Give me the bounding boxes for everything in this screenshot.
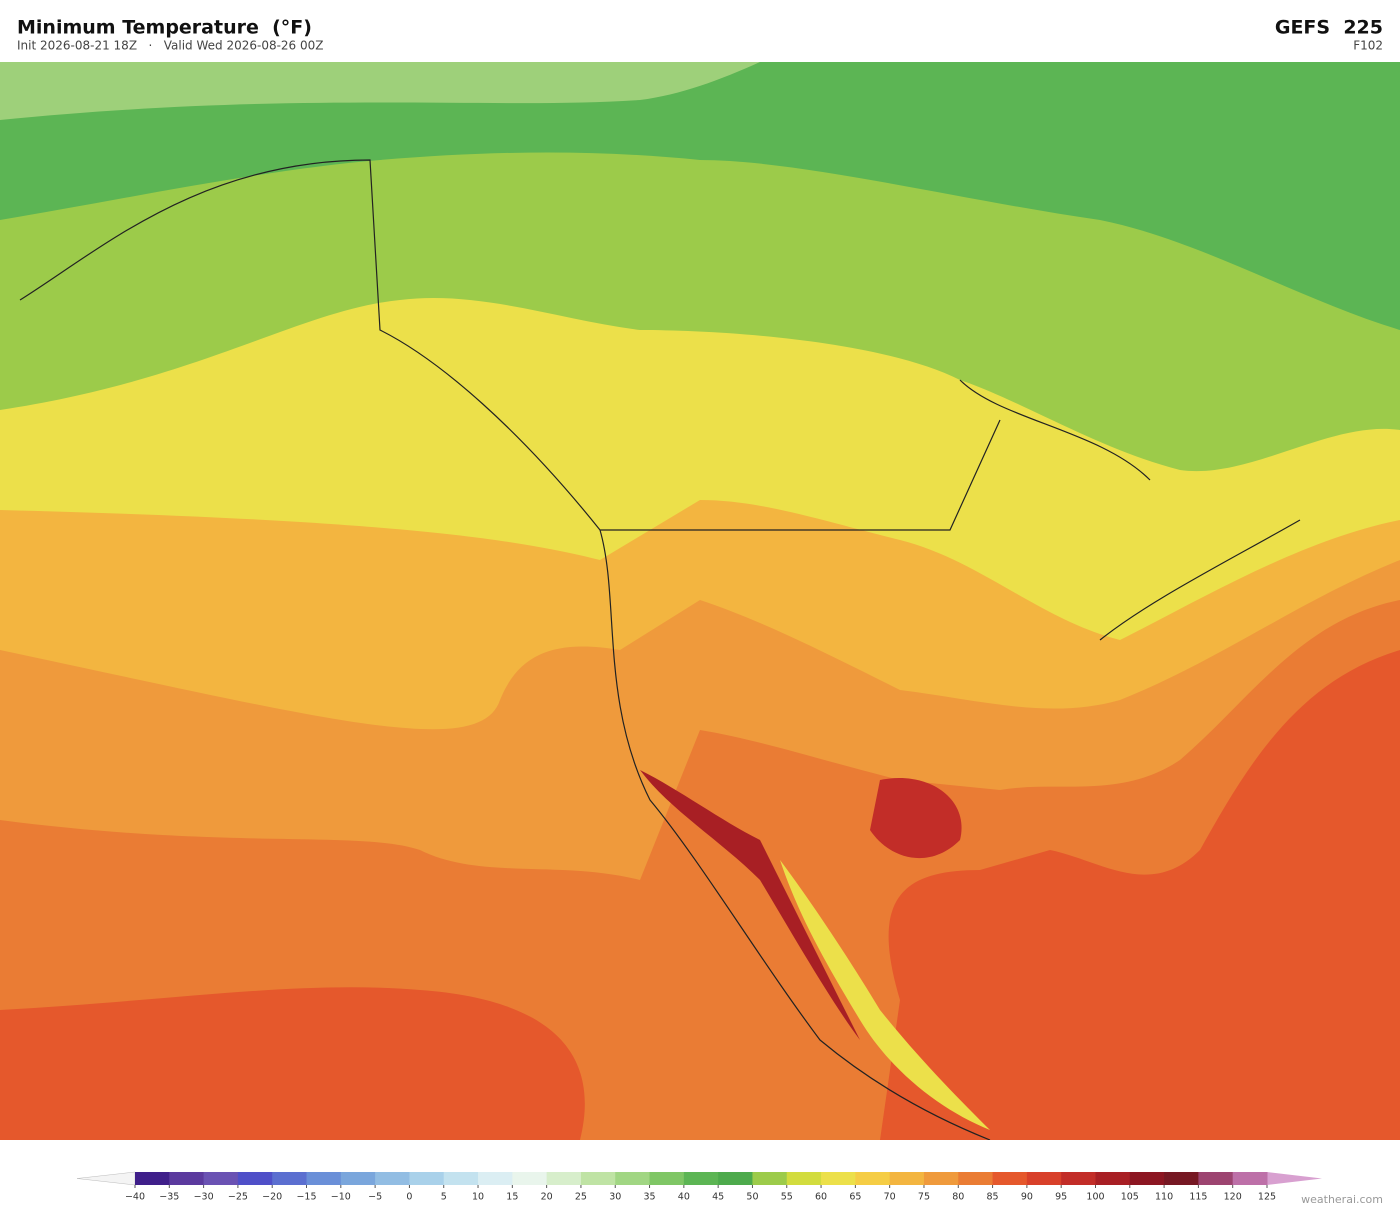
colorbar-bin — [752, 1172, 788, 1185]
colorbar-bin — [409, 1172, 445, 1185]
temperature-map — [0, 62, 1400, 1140]
colorbar-bin — [1129, 1172, 1165, 1185]
colorbar-bin — [1061, 1172, 1096, 1185]
colorbar-tick-label: 70 — [884, 1192, 896, 1203]
colorbar-bin — [889, 1172, 925, 1185]
colorbar-bin — [512, 1172, 548, 1185]
colorbar-bin — [1232, 1172, 1268, 1185]
subtitle: Init 2026-08-21 18Z · Valid Wed 2026-08-… — [17, 39, 324, 53]
colorbar-tick-label: −10 — [331, 1192, 351, 1203]
hot-region — [870, 778, 962, 859]
colorbar-bin — [786, 1172, 822, 1185]
colorbar-bin — [443, 1172, 479, 1185]
colorbar-bin — [203, 1172, 239, 1185]
colorbar-tick-label: −25 — [228, 1192, 248, 1203]
colorbar-tick-label: 25 — [575, 1192, 587, 1203]
colorbar-bin — [546, 1172, 582, 1185]
colorbar-bin — [375, 1172, 410, 1185]
colorbar-tick-label: 10 — [472, 1192, 484, 1203]
field-band — [0, 62, 760, 120]
colorbar-bin — [615, 1172, 651, 1185]
colorbar-tick-label: 105 — [1121, 1192, 1139, 1203]
colorbar-tick-label: 60 — [815, 1192, 827, 1203]
colorbar-tick-label: 95 — [1055, 1192, 1067, 1203]
colorbar-bin — [683, 1172, 719, 1185]
colorbar-bin — [923, 1172, 959, 1185]
colorbar-tick-label: −40 — [125, 1192, 145, 1203]
colorbar-bin — [992, 1172, 1028, 1185]
credit: weatherai.com — [1301, 1193, 1383, 1206]
colorbar-bin — [855, 1172, 891, 1185]
colorbar-bin — [649, 1172, 685, 1185]
colorbar-bin — [1026, 1172, 1062, 1185]
colorbar-bin — [1198, 1172, 1234, 1185]
colorbar-tick-label: −20 — [262, 1192, 282, 1203]
colorbar-bin — [169, 1172, 205, 1185]
colorbar-tick-label: 100 — [1086, 1192, 1104, 1203]
colorbar-extend-low — [76, 1171, 136, 1186]
colorbar-tick-label: 125 — [1258, 1192, 1276, 1203]
colorbar-tick-label: 90 — [1021, 1192, 1033, 1203]
colorbar-tick-label: −30 — [194, 1192, 214, 1203]
colorbar-tick-label: 15 — [506, 1192, 518, 1203]
colorbar: −40 −35 −30 −25 −20 −15 −10 −5 0 5 10 15 20 25 30 35 40 4… — [76, 1171, 1322, 1203]
colorbar-tick-label: 5 — [441, 1192, 447, 1203]
colorbar-bin — [1095, 1172, 1131, 1185]
colorbar-bin — [1164, 1172, 1199, 1185]
colorbar-tick-label: 65 — [849, 1192, 861, 1203]
model-label: GEFS 225 — [1275, 17, 1383, 39]
colorbar-tick-label: 0 — [406, 1192, 412, 1203]
colorbar-bin — [272, 1172, 308, 1185]
colorbar-bin — [580, 1172, 616, 1185]
colorbar-tick-label: 110 — [1155, 1192, 1173, 1203]
colorbar-bin — [135, 1172, 170, 1185]
forecast-hour: F102 — [1353, 39, 1383, 53]
colorbar-bin — [478, 1172, 513, 1185]
colorbar-tick-label: 50 — [746, 1192, 758, 1203]
colorbar-bin — [340, 1172, 376, 1185]
colorbar-tick-label: 20 — [541, 1192, 553, 1203]
colorbar-tick-label: 85 — [987, 1192, 999, 1203]
colorbar-tick-label: −15 — [296, 1192, 316, 1203]
colorbar-bin — [306, 1172, 342, 1185]
title: Minimum Temperature (°F) — [17, 17, 312, 39]
colorbar-tick-label: 115 — [1189, 1192, 1207, 1203]
colorbar-tick-label: 75 — [918, 1192, 930, 1203]
field-band — [0, 62, 1400, 330]
colorbar-tick-label: 80 — [952, 1192, 964, 1203]
colorbar-tick-label: −35 — [159, 1192, 179, 1203]
colorbar-tick-label: 40 — [678, 1192, 690, 1203]
colorbar-bin — [718, 1172, 753, 1185]
colorbar-bin — [237, 1172, 273, 1185]
colorbar-extend-high — [1267, 1172, 1322, 1185]
colorbar-tick-label: 55 — [781, 1192, 793, 1203]
colorbar-tick-label: −5 — [368, 1192, 382, 1203]
colorbar-tick-label: 45 — [712, 1192, 724, 1203]
colorbar-bin — [958, 1172, 994, 1185]
colorbar-bin — [821, 1172, 856, 1185]
colorbar-tick-label: 120 — [1224, 1192, 1242, 1203]
colorbar-tick-label: 30 — [609, 1192, 621, 1203]
colorbar-tick-label: 35 — [643, 1192, 655, 1203]
coastline — [19, 159, 1301, 1140]
